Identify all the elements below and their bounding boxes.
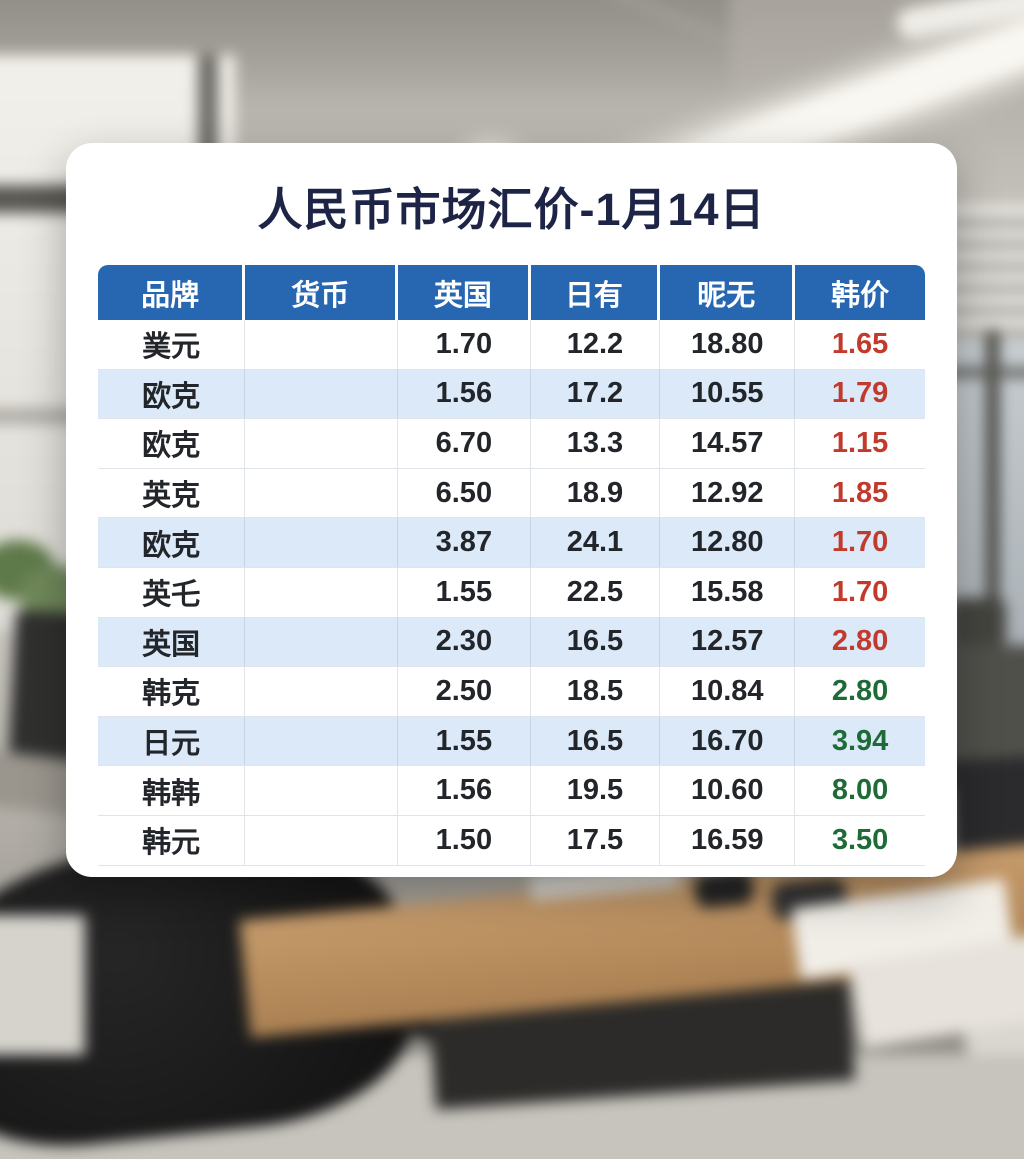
cell-col3: 1.50 [398,815,531,865]
cell-col5: 16.59 [660,815,796,865]
cell-col4: 16.5 [531,716,661,766]
table-row: 英乇 1.55 22.5 15.58 1.70 [98,567,925,618]
cell-col3: 6.50 [398,468,531,518]
table-row: 菐元 1.70 12.2 18.80 1.65 [98,320,925,370]
cell-price: 1.70 [831,575,889,608]
table-body: 菐元 1.70 12.2 18.80 1.65 欧克 1.56 17.2 10.55 1.79 欧克… [98,320,925,866]
table-header-row: 品牌 货币 英国 日有 昵无 韩价 [98,265,925,320]
cell-col5: 10.55 [660,369,796,419]
cell-brand: 英国 [98,617,246,667]
bg-floor [0,915,85,1055]
cell-col3: 3.87 [398,518,531,567]
cell-currency [245,320,399,369]
cell-col5: 12.92 [660,468,796,518]
cell-currency [245,567,399,617]
column-header-1: 品牌 [98,265,246,320]
table-row: 韩克 2.50 18.5 10.84 2.80 [98,667,925,717]
cell-col5: 14.57 [660,419,796,468]
table-row: 韩韩 1.56 19.5 10.60 8.00 [98,766,925,816]
cell-brand: 欧克 [98,369,246,419]
cell-currency [245,815,399,865]
cell-currency [245,369,399,419]
cell-brand: 英乇 [98,567,246,617]
cell-col4: 19.5 [531,766,661,815]
cell-price: 1.15 [831,426,889,459]
cell-price: 1.70 [831,526,889,559]
cell-col3: 1.55 [398,567,531,617]
cell-brand: 韩韩 [98,766,246,815]
cell-col3: 1.56 [398,369,531,419]
cell-price: 1.65 [831,327,889,360]
cell-col4: 18.5 [531,667,661,716]
cell-brand: 英克 [98,468,246,518]
cell-brand: 菐元 [98,320,246,369]
cell-currency [245,766,399,815]
bg-partition-frame-vertical [986,330,999,640]
cell-col4: 18.9 [531,468,661,518]
cell-brand: 欧克 [98,419,246,468]
bg-chair-silhouette-right [948,598,1006,648]
table-row: 韩元 1.50 17.5 16.59 3.50 [98,815,925,866]
table-row: 欧克 3.87 24.1 12.80 1.70 [98,518,925,568]
cell-col4: 16.5 [531,617,661,667]
column-header-2: 货币 [245,265,399,320]
cell-currency [245,617,399,667]
exchange-rate-card: 人民币市场汇价-1月14日 品牌 货币 英国 日有 昵无 韩价 菐元 1.70 12.2 18.… [66,143,957,877]
cell-col4: 13.3 [531,419,661,468]
cell-col4: 22.5 [531,567,661,617]
cell-col5: 12.80 [660,518,796,567]
cell-col3: 1.55 [398,716,531,766]
cell-col3: 2.30 [398,617,531,667]
cell-col3: 1.56 [398,766,531,815]
cell-col3: 1.70 [398,320,531,369]
cell-col4: 17.5 [531,815,661,865]
cell-price: 2.80 [831,674,889,707]
cell-col5: 10.60 [660,766,796,815]
cell-col4: 24.1 [531,518,661,567]
cell-price: 2.80 [831,625,889,658]
table-row: 英克 6.50 18.9 12.92 1.85 [98,468,925,519]
cell-price: 1.79 [831,377,889,410]
cell-price: 8.00 [831,774,889,807]
column-header-6: 韩价 [795,265,925,320]
cell-col4: 17.2 [531,369,661,419]
table-row: 日元 1.55 16.5 16.70 3.94 [98,716,925,767]
cell-col5: 15.58 [660,567,796,617]
table-row: 欧克 1.56 17.2 10.55 1.79 [98,369,925,420]
cell-col3: 2.50 [398,667,531,716]
cell-col3: 6.70 [398,419,531,468]
cell-col4: 12.2 [531,320,661,369]
page-title: 人民币市场汇价-1月14日 [257,184,766,235]
cell-brand: 日元 [98,716,246,766]
cell-col5: 10.84 [660,667,796,716]
cell-currency [245,468,399,518]
column-header-4: 日有 [530,265,661,320]
table-row: 欧克 6.70 13.3 14.57 1.15 [98,419,925,469]
cell-brand: 韩元 [98,815,246,865]
column-header-3: 英国 [398,265,531,320]
column-header-5: 昵无 [660,265,796,320]
cell-col5: 12.57 [660,617,796,667]
cell-currency [245,518,399,567]
cell-price: 3.50 [831,823,889,856]
cell-price: 3.94 [831,724,889,757]
cell-col5: 16.70 [660,716,796,766]
cell-currency [245,716,399,766]
bg-partition-frame-horizontal [942,368,1024,377]
cell-col5: 18.80 [660,320,796,369]
cell-price: 1.85 [831,476,889,509]
cell-brand: 韩克 [98,667,246,716]
cell-currency [245,419,399,468]
table-row: 英国 2.30 16.5 12.57 2.80 [98,617,925,668]
exchange-rate-table: 品牌 货币 英国 日有 昵无 韩价 菐元 1.70 12.2 18.80 1.65 欧克 1.56 17… [98,265,925,866]
cell-brand: 欧克 [98,518,246,567]
cell-currency [245,667,399,716]
